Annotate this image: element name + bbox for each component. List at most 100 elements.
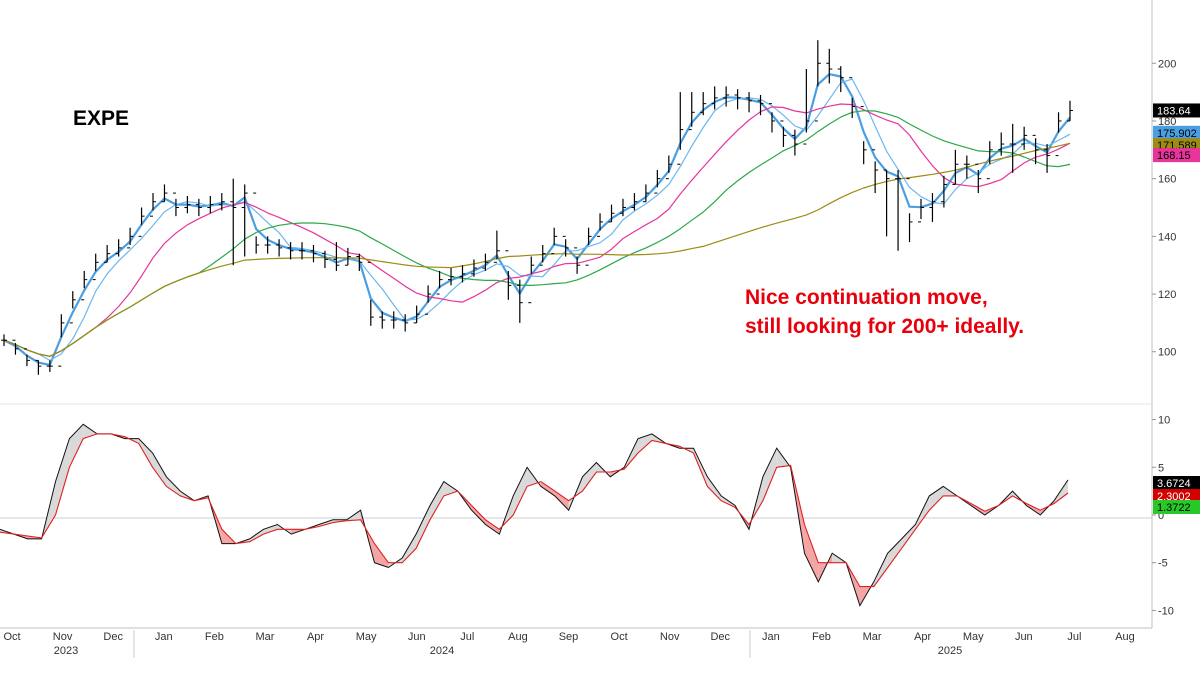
price-bar xyxy=(58,314,65,367)
macd-lines xyxy=(0,423,1069,607)
price-bar xyxy=(115,239,122,257)
year-label: 2024 xyxy=(430,645,454,657)
tag-box xyxy=(1153,103,1200,118)
x-tick-label: Dec xyxy=(103,631,123,643)
x-tick-label: May xyxy=(963,631,984,643)
price-tick-label: 120 xyxy=(1158,289,1176,301)
macd-fill-segment xyxy=(638,433,652,453)
price-bar xyxy=(768,103,775,133)
moving-averages xyxy=(3,73,1071,367)
tag-box xyxy=(1153,489,1200,503)
price-bar xyxy=(46,360,53,372)
price-bar xyxy=(344,247,351,266)
price-y-axis: 100 120 140 160 180 200 xyxy=(1152,58,1176,359)
price-bar xyxy=(791,129,798,156)
macd-fill-segment xyxy=(582,462,597,492)
x-tick-label: Feb xyxy=(205,631,224,643)
macd-fill-segment xyxy=(707,476,722,501)
price-bar xyxy=(1055,112,1062,157)
price-bar xyxy=(195,198,202,217)
price-bar xyxy=(138,207,145,237)
price-bar xyxy=(631,193,638,211)
price-bar xyxy=(241,184,248,257)
x-tick-label: Sep xyxy=(559,631,579,643)
macd-fill-segment xyxy=(55,438,70,515)
price-bars xyxy=(1,40,1073,375)
price-bar xyxy=(184,195,191,214)
x-tick-label: Jun xyxy=(1015,631,1033,643)
x-tick-label: Jun xyxy=(408,631,426,643)
price-bar xyxy=(917,198,924,223)
tag-text: 3.6724 xyxy=(1157,478,1191,490)
price-bar xyxy=(35,359,42,375)
price-bar xyxy=(700,92,707,116)
price-value-tag: 183.64 xyxy=(1153,103,1200,118)
price-bar xyxy=(516,279,523,323)
price-bar xyxy=(356,253,363,271)
macd-fill-segment xyxy=(402,534,417,563)
price-bar xyxy=(482,253,489,271)
macd-tick-label: 5 xyxy=(1158,462,1164,474)
price-bar xyxy=(597,213,604,237)
macd-fill-segment xyxy=(471,505,486,525)
signal-line xyxy=(0,433,1069,588)
price-bar xyxy=(1032,134,1039,165)
macd-fill-segment xyxy=(915,495,930,530)
price-bar xyxy=(872,149,879,194)
price-bar xyxy=(940,175,947,208)
price-bar xyxy=(264,236,271,254)
price-bar xyxy=(150,193,157,217)
price-bar xyxy=(69,291,76,324)
price-bar xyxy=(448,268,455,286)
price-bar xyxy=(402,314,409,332)
price-bar xyxy=(849,77,856,119)
price-bar xyxy=(677,92,684,165)
x-tick-label: May xyxy=(356,631,377,643)
price-bar xyxy=(986,141,993,180)
x-tick-label: Oct xyxy=(611,631,628,643)
macd-fill-segment xyxy=(540,481,555,496)
price-bar xyxy=(688,92,695,131)
price-bar xyxy=(539,245,546,266)
price-tick-label: 100 xyxy=(1158,347,1176,359)
x-tick-label: Jan xyxy=(762,631,780,643)
price-value-tag: 175.902 xyxy=(1153,125,1200,140)
price-bar xyxy=(619,198,626,217)
macd-fill-segment xyxy=(901,524,916,549)
x-tick-label: Mar xyxy=(255,631,274,643)
ma-olive-line xyxy=(3,142,1071,357)
price-bar xyxy=(562,235,569,257)
price-bar xyxy=(929,193,936,222)
macd-value-tag: 3.6724 xyxy=(1153,476,1200,490)
price-bar xyxy=(230,178,237,266)
ticker-title: EXPE xyxy=(73,107,130,130)
price-bar xyxy=(803,69,810,145)
price-bar xyxy=(459,265,466,283)
ma-pink-line xyxy=(3,103,1071,357)
annotation-line-1: Nice continuation move, xyxy=(745,286,988,309)
price-bar xyxy=(1009,123,1016,173)
macd-histogram-fill xyxy=(0,424,1068,606)
macd-fill-segment xyxy=(416,505,430,549)
price-bar xyxy=(998,132,1005,156)
price-bar xyxy=(367,261,374,326)
x-tick-label: Mar xyxy=(863,631,882,643)
macd-tick-label: -5 xyxy=(1158,558,1168,570)
macd-fill-segment xyxy=(429,481,444,520)
price-bar xyxy=(436,270,443,295)
tag-box xyxy=(1153,148,1200,163)
x-tick-label: Jan xyxy=(155,631,173,643)
macd-fill-segment xyxy=(887,538,902,568)
x-tick-label: Oct xyxy=(3,631,20,643)
macd-fill-segment xyxy=(513,467,528,515)
price-bar xyxy=(390,311,397,329)
tag-text: 183.64 xyxy=(1157,105,1191,117)
price-bar xyxy=(1021,126,1028,150)
annotation-line-2: still looking for 200+ ideally. xyxy=(745,315,1025,338)
macd-tick-label: -10 xyxy=(1158,605,1174,617)
tag-box xyxy=(1153,125,1200,140)
price-bar xyxy=(310,245,317,263)
